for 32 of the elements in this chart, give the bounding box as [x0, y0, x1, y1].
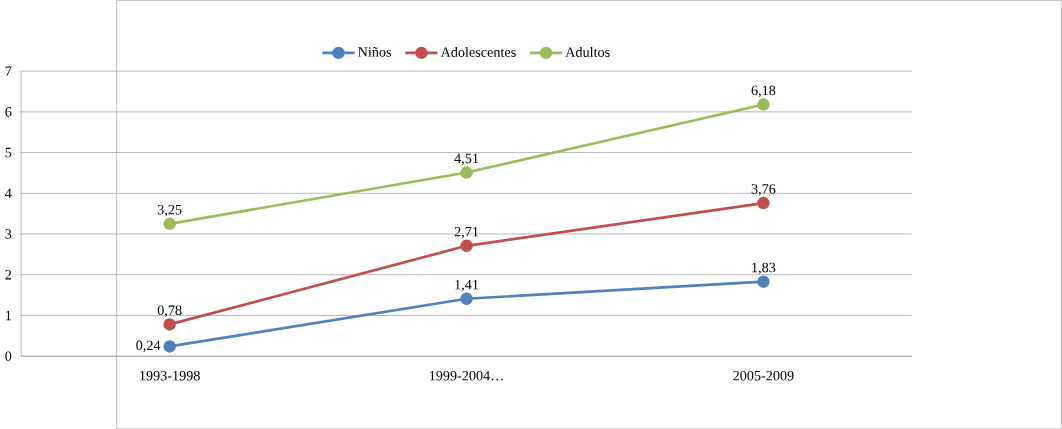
y-tick-label: 0 [5, 351, 12, 361]
point [460, 292, 473, 305]
data-label: 0,78 [157, 305, 182, 318]
point [757, 98, 770, 111]
point [163, 340, 176, 353]
point [163, 217, 176, 231]
point [757, 275, 770, 288]
y-tick-label: 6 [5, 107, 12, 117]
legend-label: Adultos [565, 46, 610, 57]
x-tick-label: 1999-2004… [429, 370, 503, 381]
data-label: 3,25 [157, 204, 182, 217]
x-tick-label: 1993-1998 [140, 370, 200, 381]
legend-label: Niños [358, 47, 392, 57]
data-label: 0,24 [136, 340, 161, 353]
y-tick-label: 4 [5, 188, 12, 198]
data-label: 1,83 [752, 262, 776, 275]
x-tick-label: 2005-2009 [733, 370, 794, 381]
point [460, 166, 473, 179]
data-label: 4,51 [454, 153, 479, 166]
data-label: 3,76 [751, 184, 776, 196]
y-tick-label: 1 [5, 310, 11, 321]
y-tick-label: 7 [5, 66, 12, 76]
point [460, 239, 473, 253]
point [163, 318, 176, 331]
y-tick-label: 5 [5, 147, 12, 158]
y-tick-label: 2 [5, 269, 12, 280]
legend-label: Adolescentes [440, 46, 516, 57]
y-tick-label: 3 [5, 229, 12, 239]
point [757, 196, 770, 210]
data-label: 6,18 [751, 85, 776, 98]
data-label: 1,41 [455, 279, 479, 292]
data-label: 2,71 [454, 226, 479, 239]
